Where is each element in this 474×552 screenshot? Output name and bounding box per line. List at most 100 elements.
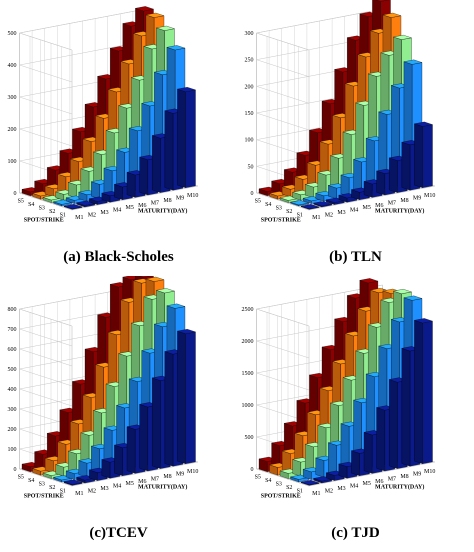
maturity-tick-label: M4 [113, 208, 121, 214]
bar-S1-M1 [63, 479, 83, 486]
maturity-tick-label: M8 [163, 198, 171, 204]
maturity-tick-label: M6 [138, 203, 146, 209]
z-tick-label: 700 [8, 327, 17, 333]
spot-strike-axis: S1 S2 S3 S4 S5 SPOT/STRIKE [255, 475, 303, 500]
z-axis: 05001000150020002500MAE [242, 307, 254, 473]
spot-strike-axis: S1 S2 S3 S4 S5 SPOT/STRIKE [18, 475, 66, 500]
bars [21, 276, 197, 486]
chart-caption: (c)TCEV [89, 525, 148, 541]
maturity-tick-label: M2 [88, 488, 96, 494]
z-tick-label: 400 [8, 387, 17, 393]
maturity-axis-label: MATURITY(DAY) [375, 208, 424, 215]
spot-strike-tick-label: S2 [49, 485, 55, 491]
z-tick-label: 1500 [242, 371, 254, 377]
spot-strike-tick-label: S5 [255, 199, 261, 205]
bar-S1-M10 [414, 121, 433, 189]
bars [21, 6, 197, 210]
bar-S2-M2 [65, 195, 85, 204]
bar-S1-M3 [88, 196, 108, 205]
z-tick-label: 200 [8, 427, 17, 433]
bar-S2-M1 [290, 200, 309, 207]
maturity-tick-label: M9 [176, 472, 184, 478]
bar-S1-M2 [313, 201, 332, 208]
maturity-tick-label: M5 [126, 481, 134, 487]
spot-strike-axis: S1 S2 S3 S4 S5 SPOT/STRIKE [18, 199, 66, 224]
bar-S1-M2 [76, 200, 96, 208]
z-tick-label: 200 [8, 127, 17, 133]
z-axis: 0100200300400500MAE [8, 31, 17, 197]
bar-S2-M2 [302, 196, 322, 204]
bars [258, 278, 434, 486]
spot-strike-tick-label: S5 [255, 475, 261, 481]
maturity-tick-label: M1 [312, 491, 320, 497]
maturity-tick-label: M5 [363, 205, 371, 211]
grid-line [256, 468, 310, 487]
grid-line [71, 461, 199, 487]
bar-S2-M1 [52, 199, 73, 207]
maturity-tick-label: M8 [400, 474, 408, 480]
spot-strike-tick-label: S3 [39, 482, 45, 488]
maturity-tick-label: M9 [413, 196, 421, 202]
spot-strike-tick-label: S1 [297, 488, 303, 494]
z-tick-label: 300 [8, 95, 17, 101]
grid-line [308, 461, 436, 487]
maturity-axis: M1 M2 M3 M4 M5 M6 M7 M8 M9 M10 MATURITY(DAY) [75, 469, 198, 497]
bar-S1-M1 [300, 204, 320, 210]
chart-panel-tcev: 0100200300400500600700800MAEM1M2M3M4M5M6… [0, 276, 237, 552]
z-tick-label: 300 [245, 31, 254, 37]
z-tick-label: 2500 [242, 307, 254, 313]
maturity-tick-label: M2 [325, 212, 333, 218]
spot-strike-tick-label: S4 [265, 202, 271, 208]
spot-strike-tick-label: S3 [276, 482, 282, 488]
z-tick-label: 100 [8, 159, 17, 165]
spot-strike-axis-label: SPOT/STRIKE [24, 218, 64, 224]
z-tick-label: 0 [14, 191, 17, 197]
z-tick-label: 200 [245, 84, 254, 90]
z-tick-label: 100 [245, 138, 254, 144]
z-tick-label: 800 [8, 307, 17, 313]
spot-strike-tick-label: S2 [286, 485, 292, 491]
bar-S3-M1 [42, 195, 62, 203]
spot-strike-tick-label: S5 [18, 199, 24, 205]
maturity-axis: M1 M2 M3 M4 M5 M6 M7 M8 M9 M10 MATURITY(DAY) [75, 193, 198, 221]
spot-strike-tick-label: S1 [60, 212, 66, 218]
spot-strike-axis-label: SPOT/STRIKE [261, 494, 301, 500]
maturity-tick-label: M9 [413, 472, 421, 478]
spot-strike-tick-label: S3 [39, 206, 45, 212]
maturity-tick-label: M8 [163, 474, 171, 480]
z-tick-label: 100 [8, 447, 17, 453]
maturity-tick-label: M7 [151, 476, 159, 482]
spot-strike-tick-label: S2 [286, 209, 292, 215]
z-tick-label: 250 [245, 58, 254, 64]
bar-S1-M2 [76, 475, 96, 484]
spot-strike-axis: S1 S2 S3 S4 S5 SPOT/STRIKE [255, 199, 303, 224]
maturity-tick-label: M3 [100, 486, 108, 492]
z-tick-label: 400 [8, 63, 17, 69]
z-tick-label: 500 [8, 31, 17, 37]
maturity-tick-label: M8 [400, 198, 408, 204]
maturity-tick-label: M6 [375, 203, 383, 209]
chart-caption: (b) TLN [329, 249, 382, 265]
z-tick-label: 150 [245, 111, 254, 117]
spot-strike-tick-label: S1 [297, 212, 303, 218]
bars [258, 0, 433, 210]
chart-panel-tjd: 05001000150020002500MAEM1M2M3M4M5M6M7M8M… [237, 276, 474, 552]
maturity-tick-label: M1 [75, 215, 83, 221]
z-tick-label: 600 [8, 347, 17, 353]
chart-caption: (a) Black-Scholes [63, 249, 174, 265]
maturity-tick-label: M6 [138, 479, 146, 485]
bar-S1-M3 [326, 197, 345, 205]
spot-strike-tick-label: S3 [276, 206, 282, 212]
maturity-tick-label: M6 [375, 479, 383, 485]
spot-strike-axis-label: SPOT/STRIKE [261, 218, 301, 224]
maturity-axis: M1 M2 M3 M4 M5 M6 M7 M8 M9 M10 MATURITY(DAY) [312, 193, 435, 221]
bar-S1-M2 [313, 476, 332, 484]
spot-strike-tick-label: S2 [49, 209, 55, 215]
chart-panel-tln: 050100150200250300MAEM1M2M3M4M5M6M7M8M9M… [237, 0, 474, 276]
maturity-tick-label: M10 [424, 193, 435, 199]
chart-plot-tcev: 0100200300400500600700800MAEM1M2M3M4M5M6… [8, 276, 199, 500]
spot-strike-axis-label: SPOT/STRIKE [24, 494, 64, 500]
z-tick-label: 500 [8, 367, 17, 373]
maturity-tick-label: M10 [187, 469, 198, 475]
z-tick-label: 300 [8, 407, 17, 413]
